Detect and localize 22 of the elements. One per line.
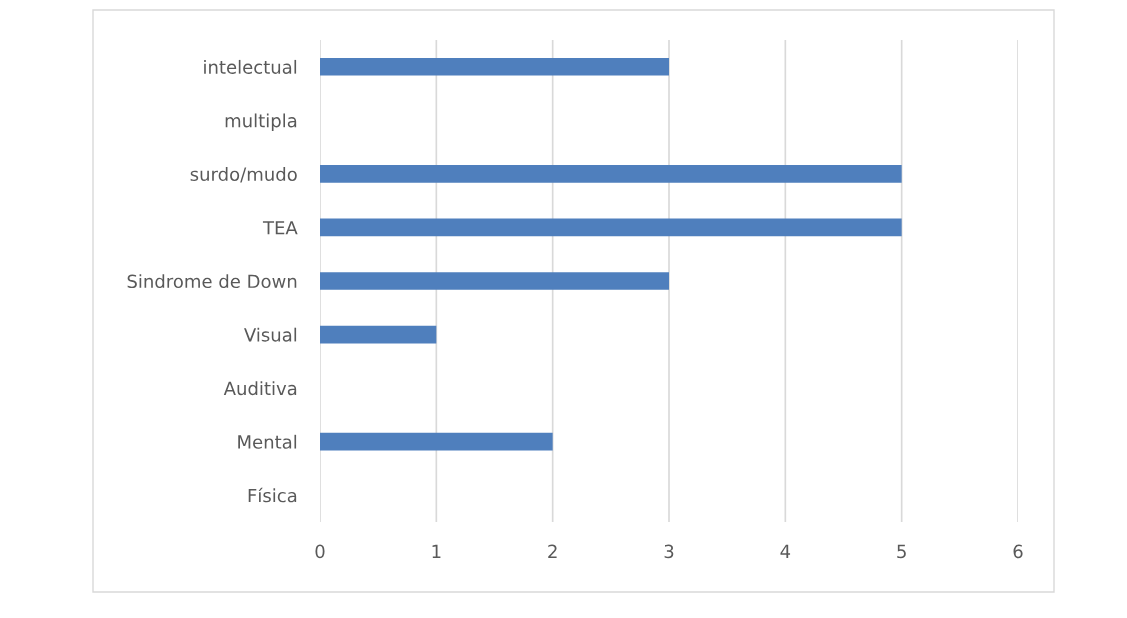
bar [320, 325, 437, 344]
y-tick-label: Mental [238, 434, 297, 449]
x-tick-label: 3 [664, 544, 674, 559]
bar [320, 218, 902, 237]
y-tick-label: surdo/mudo [190, 167, 297, 183]
y-tick-label: multipla [225, 113, 297, 131]
x-tick-label: 1 [432, 544, 441, 558]
y-tick-label: Auditiva [223, 381, 297, 396]
y-tick-label: Sindrome de Down [127, 274, 297, 289]
bar [320, 432, 553, 451]
y-tick-label: intelectual [204, 59, 297, 74]
x-tick-label: 6 [1013, 544, 1023, 559]
y-tick-label: Visual [244, 327, 297, 342]
x-tick-label: 0 [315, 544, 325, 559]
x-tick-label: 2 [548, 544, 557, 558]
x-tick-label: 4 [780, 544, 791, 558]
x-tick-label: 5 [897, 544, 906, 559]
y-tick-label: TEA [262, 221, 298, 235]
bar [320, 272, 669, 290]
bar [320, 165, 902, 183]
y-tick-label: Física [248, 487, 297, 503]
bar [320, 57, 669, 76]
